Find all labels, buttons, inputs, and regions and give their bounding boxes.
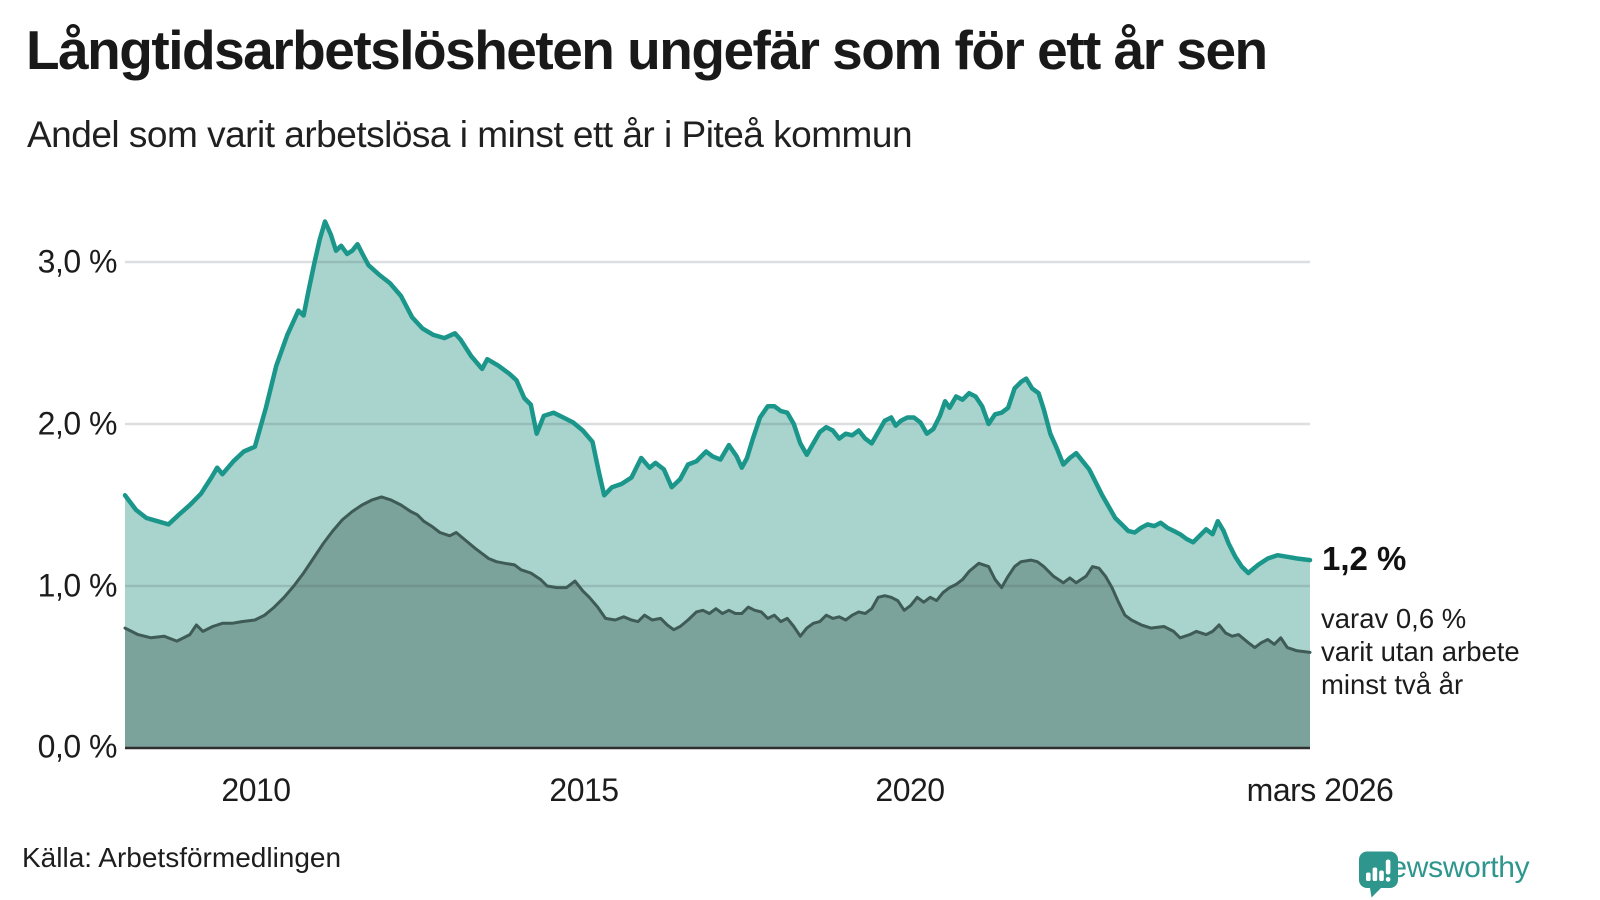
two-year-annotation: varav 0,6 % varit utan arbete minst två … bbox=[1321, 602, 1520, 701]
annotation-line-1: varav 0,6 % bbox=[1321, 603, 1467, 634]
two-year-series-line bbox=[123, 495, 1312, 654]
y-tick-3: 3,0 % bbox=[37, 243, 118, 280]
newsworthy-logo: Newsworthy bbox=[1358, 851, 1530, 898]
total-series-line bbox=[122, 219, 1313, 576]
x-tick-2010: 2010 bbox=[221, 772, 291, 808]
latest-value-label: 1,2 % bbox=[1322, 540, 1407, 577]
x-tick-2020: 2020 bbox=[875, 772, 945, 808]
annotation-line-2: varit utan arbete bbox=[1321, 636, 1520, 667]
y-tick-1: 1,0 % bbox=[37, 567, 118, 604]
x-tick-mars-2026: mars 2026 bbox=[1246, 772, 1394, 808]
two-year-series-area bbox=[125, 496, 1310, 748]
y-tick-2: 2,0 % bbox=[37, 405, 118, 442]
page-title: Långtidsarbetslösheten ungefär som för e… bbox=[26, 19, 1268, 81]
page-subtitle: Andel som varit arbetslösa i minst ett å… bbox=[27, 114, 913, 155]
y-tick-0: 0,0 % bbox=[37, 728, 118, 765]
source-caption: Källa: Arbetsförmedlingen bbox=[22, 842, 342, 873]
annotation-line-3: minst två år bbox=[1321, 669, 1464, 700]
x-tick-2015: 2015 bbox=[549, 772, 619, 808]
